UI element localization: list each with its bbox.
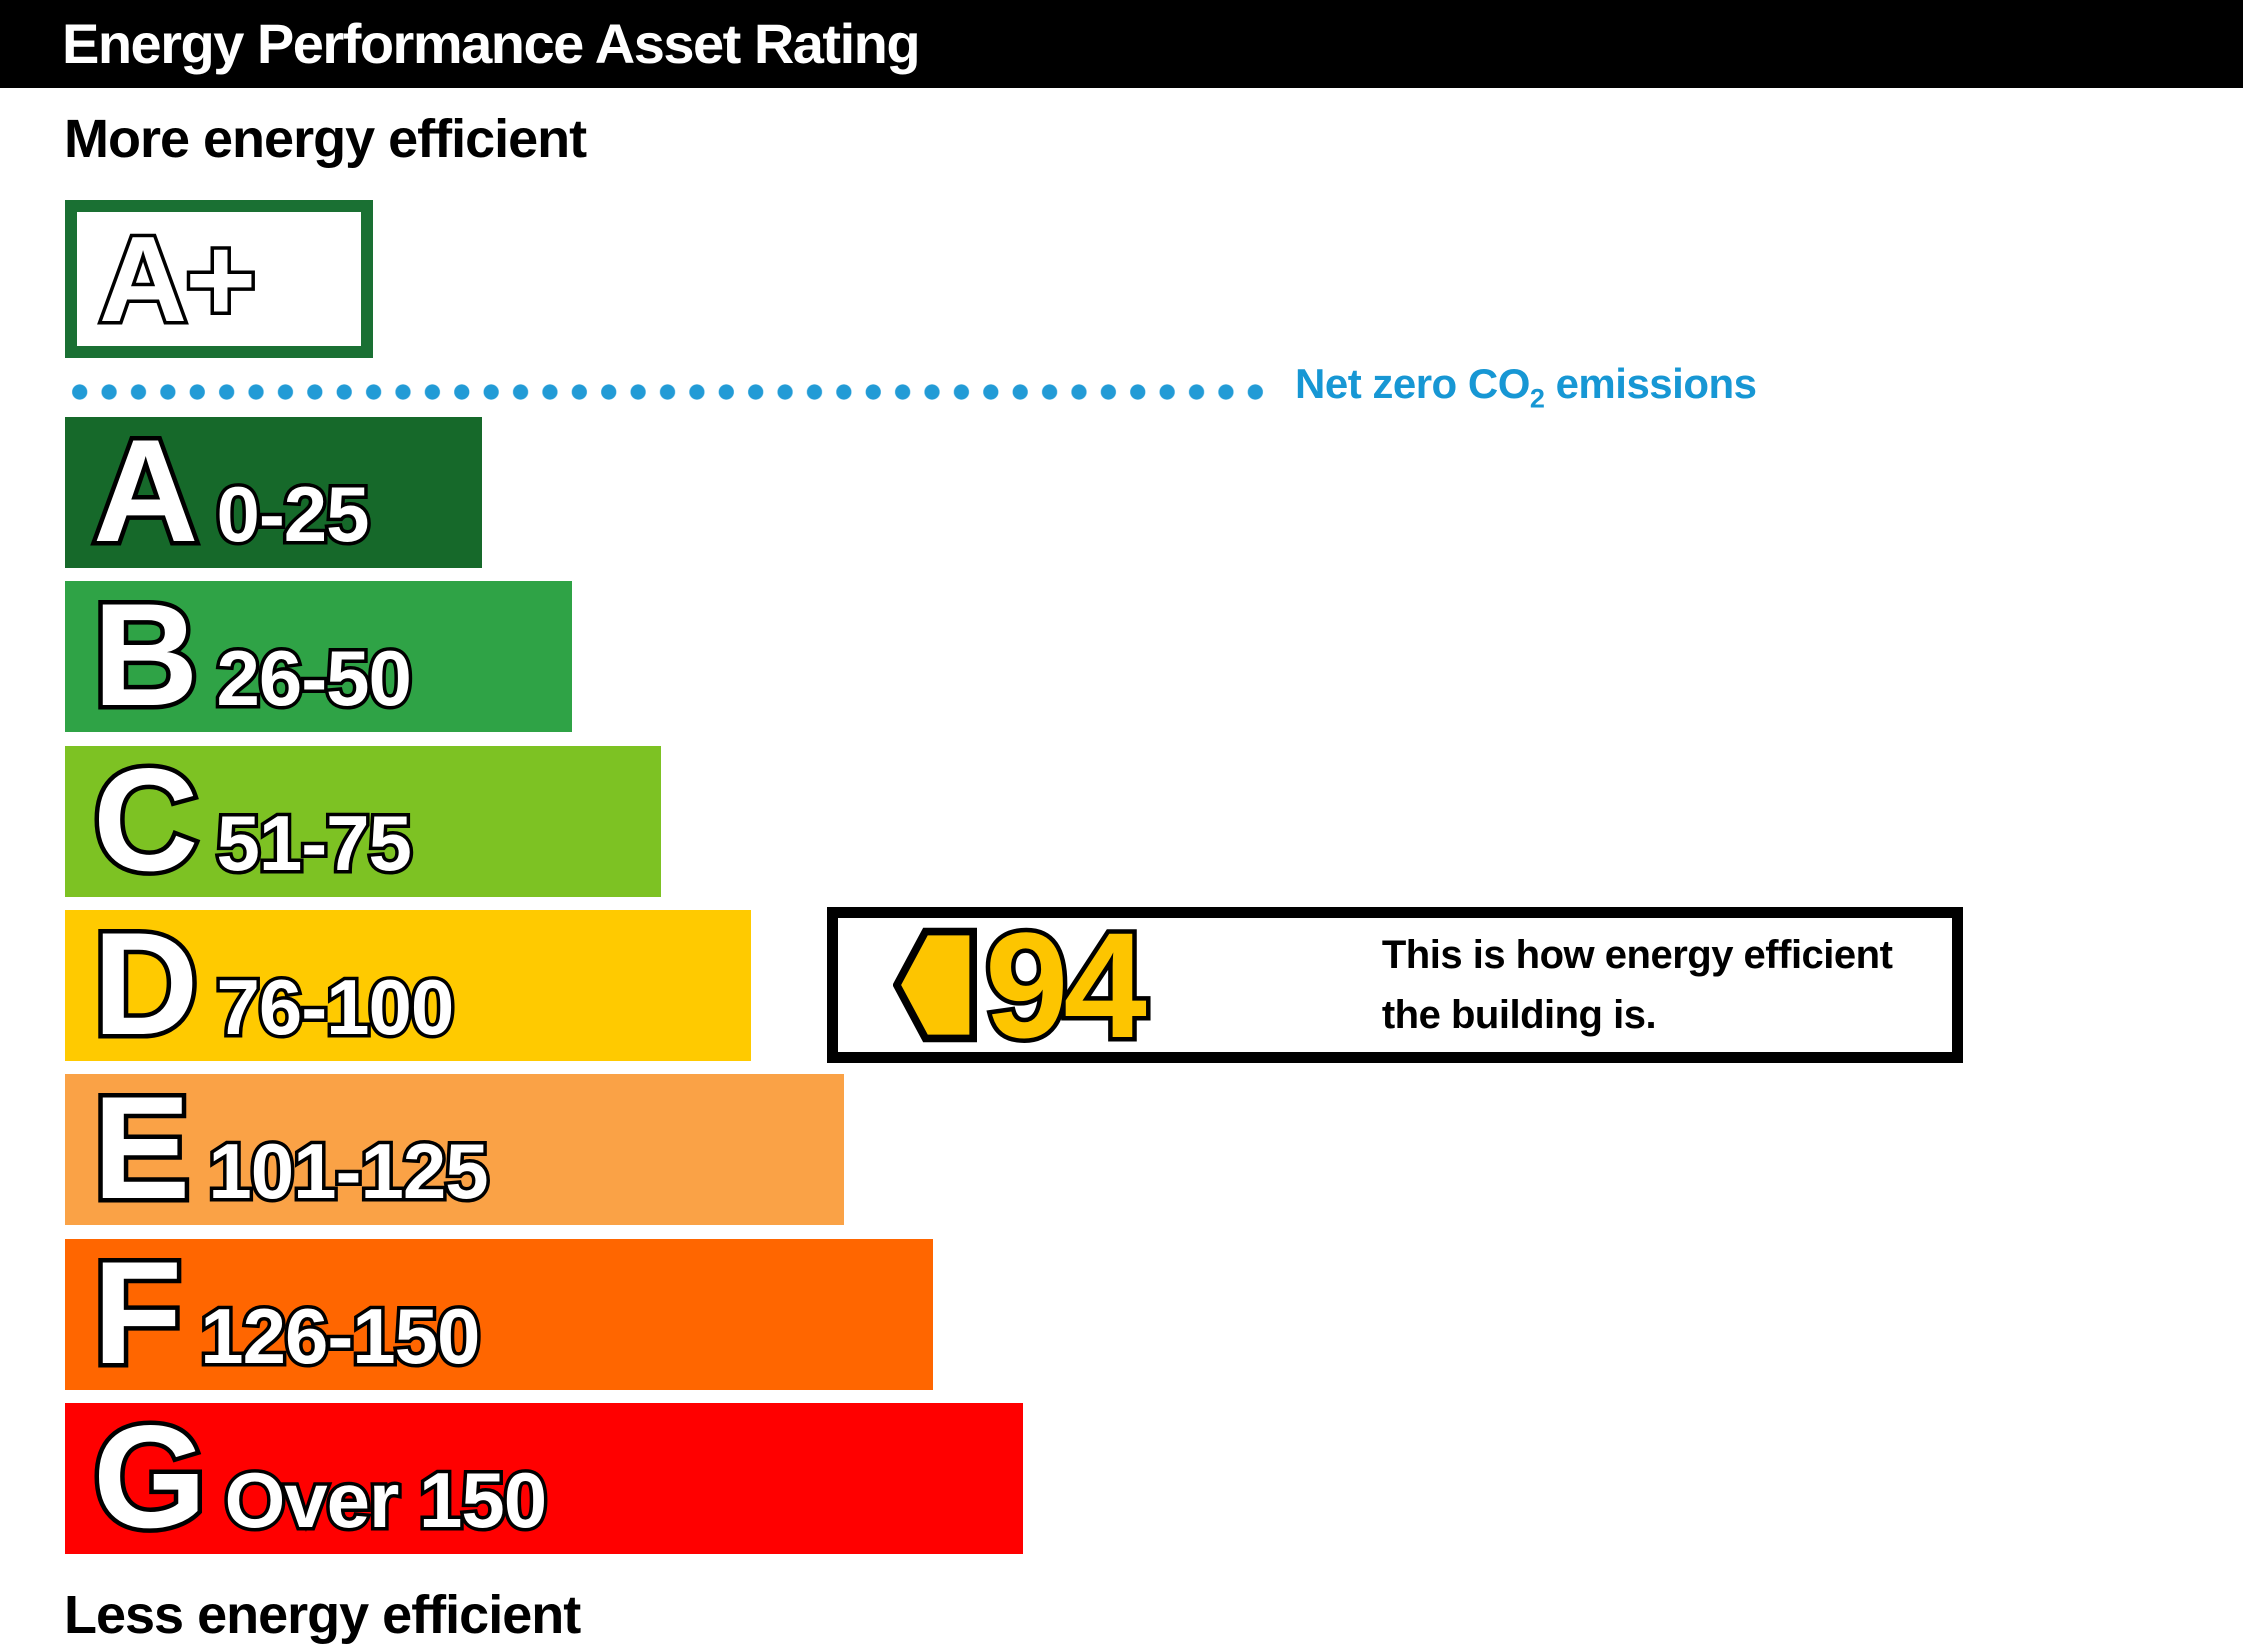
band-range: Over 150	[221, 1453, 551, 1548]
less-efficient-label: Less energy efficient	[64, 1585, 581, 1645]
band-letter: F	[88, 1231, 186, 1394]
band-letter: G	[89, 1395, 212, 1558]
band-letter: A	[88, 409, 202, 572]
band-letter: B	[88, 573, 202, 736]
more-efficient-label: More energy efficient	[64, 109, 587, 169]
aplus-letter: A+	[95, 211, 259, 347]
rating-description-line1: This is how energy efficient	[1381, 933, 1893, 977]
band-row-d: D 76-100	[65, 902, 751, 1065]
rating-description: This is how energy efficient the buildin…	[1382, 925, 1893, 1045]
band-range: 0-25	[213, 467, 373, 562]
band-range: 126-150	[197, 1289, 484, 1384]
band-row-b: B 26-50	[65, 573, 572, 736]
band-letter: E	[88, 1066, 194, 1229]
rating-description-line2: the building is.	[1381, 993, 1657, 1037]
netzero-label: Net zero CO2 emissions	[1295, 360, 1757, 412]
rating-arrow-icon	[893, 927, 977, 1043]
band-row-e: E 101-125	[65, 1066, 844, 1229]
band-row-a: A 0-25	[65, 409, 482, 572]
band-row-f: F 126-150	[65, 1231, 933, 1394]
aplus-band: A+	[65, 200, 373, 358]
rating-indicator: 94 This is how energy efficient the buil…	[827, 901, 1963, 1069]
netzero-text-suffix: emissions	[1544, 360, 1757, 407]
band-letter: C	[88, 738, 202, 901]
band-range: 101-125	[205, 1124, 492, 1219]
netzero-dotted-line	[65, 384, 1270, 400]
band-row-g: G Over 150	[65, 1395, 1023, 1558]
band-range: 76-100	[213, 960, 458, 1055]
band-row-c: C 51-75	[65, 738, 661, 901]
netzero-text: Net zero CO	[1295, 360, 1530, 407]
header-bar: Energy Performance Asset Rating	[0, 0, 2243, 88]
band-range: 26-50	[213, 631, 415, 726]
page-title: Energy Performance Asset Rating	[62, 12, 921, 75]
netzero-subscript: 2	[1529, 383, 1545, 414]
band-range: 51-75	[213, 796, 415, 891]
rating-value: 94	[981, 901, 1152, 1069]
band-letter: D	[88, 902, 202, 1065]
